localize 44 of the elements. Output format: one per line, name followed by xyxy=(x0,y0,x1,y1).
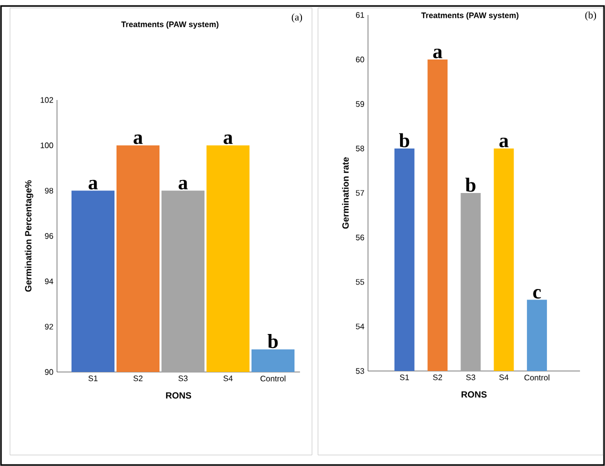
text: (b) xyxy=(585,11,596,21)
y-tick-label: 102 xyxy=(40,97,54,103)
annotation: a xyxy=(178,180,188,190)
x-tick-label: S2 xyxy=(433,374,442,380)
annotation: b xyxy=(465,178,476,192)
x-tick-label: S4 xyxy=(223,376,233,382)
x-tick-label: S3 xyxy=(466,374,476,380)
y-tick-label: 58 xyxy=(356,146,364,152)
x-tick-label: S4 xyxy=(499,374,508,380)
text: (a) xyxy=(292,13,302,23)
y-tick-label: 100 xyxy=(40,142,54,148)
x-axis-title: RONS xyxy=(462,391,487,398)
y-tick-label: 59 xyxy=(356,101,364,107)
y-tick-label: 96 xyxy=(44,233,54,239)
annotation: b xyxy=(268,334,278,348)
y-tick-label: 90 xyxy=(44,369,54,375)
y-tick-label: 98 xyxy=(44,188,54,194)
x-tick-label: S2 xyxy=(133,376,142,382)
y-tick-label: 54 xyxy=(356,324,364,330)
y-axis-title: Germination rate xyxy=(342,157,349,229)
chart-title: Treatments (PAW system) xyxy=(421,12,518,20)
y-tick-label: 60 xyxy=(356,56,364,62)
x-tick-label: S1 xyxy=(88,376,98,382)
annotation: c xyxy=(533,288,541,299)
chart-title: Treatments (PAW system) xyxy=(121,21,218,29)
x-tick-label: S1 xyxy=(400,374,409,380)
x-tick-label: Control xyxy=(524,374,550,380)
annotation: a xyxy=(499,138,509,148)
y-tick-label: 55 xyxy=(356,279,364,285)
y-tick-label: 61 xyxy=(356,12,364,18)
x-axis-title: RONS xyxy=(166,392,192,399)
annotation: a xyxy=(224,134,233,144)
y-axis-title: Germination Percentage% xyxy=(24,180,34,292)
y-tick-label: 53 xyxy=(356,368,364,374)
annotation: a xyxy=(88,180,98,190)
annotation: a xyxy=(134,134,143,144)
y-tick-label: 56 xyxy=(356,234,364,240)
x-tick-label: Control xyxy=(260,376,286,382)
x-tick-label: S3 xyxy=(178,376,188,382)
y-tick-label: 94 xyxy=(44,278,54,284)
annotation: b xyxy=(399,133,410,148)
y-tick-label: 92 xyxy=(44,324,54,330)
y-tick-label: 57 xyxy=(356,190,364,196)
annotation: a xyxy=(433,48,442,58)
